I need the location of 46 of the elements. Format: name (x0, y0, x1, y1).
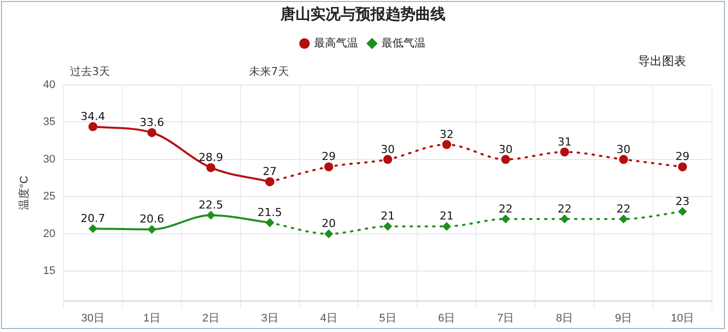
data-label: 21.5 (258, 206, 282, 220)
legend-label: 最低气温 (382, 38, 426, 50)
data-label: 22 (558, 202, 572, 216)
y-tick-label: 25 (43, 190, 56, 203)
data-label: 33.6 (140, 116, 164, 129)
text: 导出图表 (638, 53, 686, 70)
x-tick-label: 3日 (261, 312, 278, 324)
x-tick-label: 7日 (497, 312, 514, 324)
y-axis-title: 温度°C (18, 176, 31, 210)
y-tick-label: 20 (43, 228, 56, 240)
data-label: 20 (322, 217, 336, 230)
data-label: 29 (322, 150, 336, 164)
y-tick-label: 30 (43, 153, 56, 166)
x-tick-label: 5日 (379, 312, 396, 324)
data-label: 21 (380, 210, 395, 223)
x-tick-label: 1日 (143, 312, 160, 324)
data-label: 31 (558, 135, 572, 148)
data-label: 28.9 (198, 150, 224, 164)
data-label: 30 (616, 142, 631, 156)
data-label: 22 (498, 202, 513, 216)
data-label: 27 (262, 165, 277, 178)
data-label: 20.6 (140, 212, 164, 226)
chart-title: 唐山实况与预报趋势曲线 (280, 4, 446, 23)
x-tick-label: 6日 (438, 312, 456, 324)
text: 过去3天 (70, 64, 110, 79)
data-label: 22.5 (198, 198, 224, 212)
y-tick-label: 35 (43, 116, 56, 128)
data-label: 30 (498, 142, 513, 156)
data-label: 22 (616, 202, 631, 216)
data-label: 23 (676, 194, 690, 208)
data-label: 32 (440, 128, 454, 141)
x-tick-label: 8日 (556, 312, 574, 324)
text: 未来7天 (249, 64, 289, 79)
x-tick-label: 2日 (202, 312, 220, 324)
x-tick-label: 10日 (670, 312, 694, 324)
x-tick-label: 30日 (81, 312, 105, 324)
data-label: 20.7 (80, 212, 106, 225)
y-tick-label: 15 (43, 265, 56, 278)
data-label: 21 (440, 210, 454, 223)
x-tick-label: 9日 (614, 312, 632, 324)
x-tick-label: 4日 (320, 312, 338, 324)
data-label: 29 (676, 150, 690, 164)
data-label: 30 (380, 142, 395, 156)
y-tick-label: 40 (43, 79, 56, 92)
data-label: 34.4 (80, 110, 106, 124)
legend-label: 最高气温 (314, 36, 358, 50)
